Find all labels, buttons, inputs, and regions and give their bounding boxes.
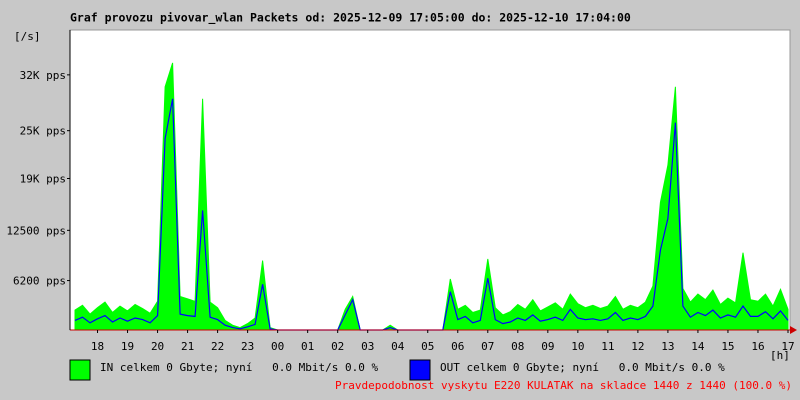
legend-swatch bbox=[409, 359, 431, 381]
x-tick-label: 22 bbox=[211, 340, 224, 353]
y-tick-label: 32K pps bbox=[20, 69, 66, 82]
x-tick-label: 00 bbox=[271, 340, 284, 353]
legend-swatch bbox=[69, 359, 91, 381]
x-tick-label: 09 bbox=[541, 340, 554, 353]
y-tick-label: 19K pps bbox=[20, 173, 66, 186]
x-tick-label: 04 bbox=[391, 340, 405, 353]
footnote: Pravdepodobnost vyskytu E220 KULATAK na … bbox=[335, 379, 792, 392]
x-tick-label: 07 bbox=[481, 340, 494, 353]
x-tick-label: 05 bbox=[421, 340, 434, 353]
x-tick-label: 19 bbox=[121, 340, 134, 353]
y-tick-label: 25K pps bbox=[20, 125, 66, 138]
x-tick-label: 21 bbox=[181, 340, 194, 353]
x-tick-label: 01 bbox=[301, 340, 314, 353]
x-tick-label: 11 bbox=[601, 340, 614, 353]
legend-label: IN celkem 0 Gbyte; nyní 0.0 Mbit/s 0.0 % bbox=[100, 361, 379, 374]
x-tick-label: 18 bbox=[91, 340, 104, 353]
x-tick-label: 20 bbox=[151, 340, 164, 353]
chart-title: Graf provozu pivovar_wlan Packets od: 20… bbox=[70, 11, 631, 26]
x-tick-label: 06 bbox=[451, 340, 464, 353]
x-tick-label: 14 bbox=[691, 340, 705, 353]
x-tick-label: 23 bbox=[241, 340, 254, 353]
x-tick-label: 15 bbox=[721, 340, 734, 353]
x-tick-label: 02 bbox=[331, 340, 344, 353]
x-axis-label: [h] bbox=[770, 349, 790, 362]
legend-label: OUT celkem 0 Gbyte; nyní 0.0 Mbit/s 0.0 … bbox=[440, 361, 725, 374]
y-tick-label: 6200 pps bbox=[13, 275, 66, 288]
x-tick-label: 08 bbox=[511, 340, 524, 353]
x-tick-label: 10 bbox=[571, 340, 584, 353]
x-tick-label: 03 bbox=[361, 340, 374, 353]
y-axis-label: [/s] bbox=[14, 30, 41, 43]
x-tick-label: 13 bbox=[661, 340, 674, 353]
x-tick-label: 12 bbox=[631, 340, 644, 353]
x-tick-label: 17 bbox=[781, 340, 794, 353]
y-tick-label: 12500 pps bbox=[6, 224, 66, 237]
axis-arrow bbox=[790, 326, 797, 334]
x-tick-label: 16 bbox=[751, 340, 764, 353]
